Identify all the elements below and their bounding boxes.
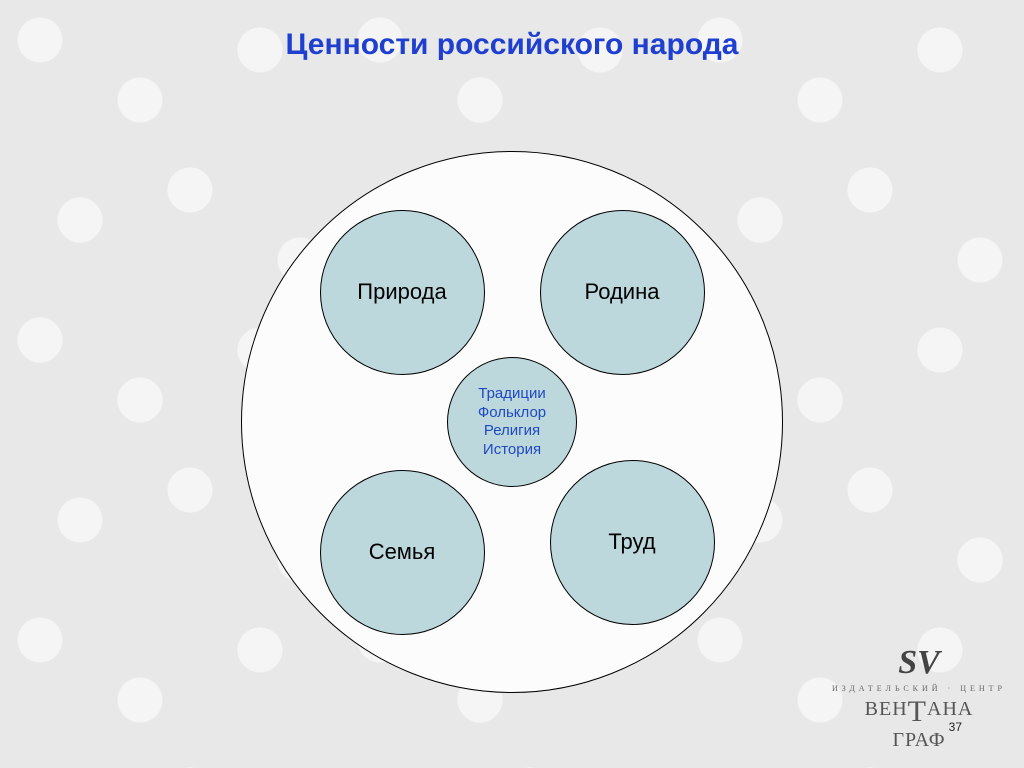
bubble-label: Природа (357, 279, 446, 305)
bubble-label: Родина (585, 279, 660, 305)
logo-monogram: SV (832, 644, 1006, 682)
logo-brand-part: ВЕН (865, 698, 908, 720)
center-line: История (483, 441, 541, 460)
bubble-work: Труд (550, 460, 715, 625)
logo-brand-part: Т (908, 695, 927, 728)
logo-brand-part: ГРАФ (892, 729, 945, 751)
center-line: Религия (484, 422, 540, 441)
bubble-family: Семья (320, 470, 485, 635)
publisher-logo: SV ИЗДАТЕЛЬСКИЙ · ЦЕНТР ВЕНТАНА ГРАФ (832, 644, 1006, 752)
bubble-homeland: Родина (540, 210, 705, 375)
bubble-label: Труд (608, 529, 655, 555)
bubble-center: Традиции Фольклор Религия История (447, 357, 577, 487)
center-line: Традиции (478, 385, 546, 404)
logo-brand: ВЕНТАНА ГРАФ (832, 695, 1006, 752)
page-title: Ценности российского народа (0, 28, 1024, 62)
bubble-nature: Природа (320, 210, 485, 375)
logo-line: ИЗДАТЕЛЬСКИЙ · ЦЕНТР (832, 684, 1006, 693)
bubble-label: Семья (369, 539, 436, 565)
center-line: Фольклор (478, 404, 546, 423)
logo-brand-part: АНА (927, 698, 973, 720)
